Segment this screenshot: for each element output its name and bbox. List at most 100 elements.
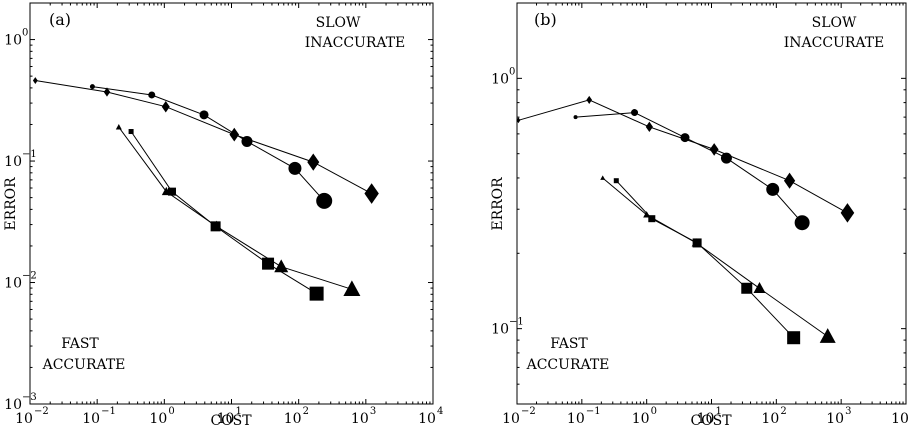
circle-marker xyxy=(631,109,639,117)
circle-marker xyxy=(241,135,253,147)
diamond-marker xyxy=(516,117,521,124)
inaccurate-annotation: INACCURATE xyxy=(305,35,406,51)
triangle-marker xyxy=(115,124,122,130)
square-marker xyxy=(128,129,134,135)
circle-series-line xyxy=(575,112,803,224)
x-tick-label-exponent: −2 xyxy=(34,406,49,417)
diamond-marker xyxy=(103,87,111,97)
x-tick-label-exponent: 3 xyxy=(845,406,851,417)
y-tick-label: 10 xyxy=(4,397,22,413)
x-tick-label: 10 xyxy=(891,411,909,427)
y-tick-label: 10 xyxy=(491,322,509,338)
x-tick-label: 10 xyxy=(217,411,235,427)
triangle-marker xyxy=(343,280,361,296)
circle-marker xyxy=(199,110,209,120)
x-tick-label-exponent: 2 xyxy=(780,406,786,417)
accurate-annotation: ACCURATE xyxy=(42,357,126,373)
slow-annotation: SLOW xyxy=(316,15,361,31)
diamond-marker xyxy=(709,143,719,156)
diamond-series-line xyxy=(518,99,848,214)
y-axis-label: ERROR xyxy=(3,177,19,231)
panel-label: (a) xyxy=(49,10,71,29)
x-tick-label: 10 xyxy=(761,411,779,427)
inaccurate-annotation: INACCURATE xyxy=(784,35,885,51)
triangle-marker xyxy=(274,259,289,273)
y-tick-label-exponent: 0 xyxy=(509,66,515,77)
y-tick-label-exponent: −2 xyxy=(22,271,37,282)
x-tick-label-exponent: −1 xyxy=(101,406,116,417)
x-tick-label: 10 xyxy=(502,411,520,427)
square-marker xyxy=(692,238,702,248)
diamond-marker xyxy=(645,121,653,133)
x-tick-label: 10 xyxy=(15,411,33,427)
triangle-series-line xyxy=(118,126,353,290)
panel-label: (b) xyxy=(534,10,557,29)
x-tick-label: 10 xyxy=(697,411,715,427)
y-tick-label: 10 xyxy=(4,154,22,170)
y-axis-label: ERROR xyxy=(490,177,506,231)
x-tick-label: 10 xyxy=(632,411,650,427)
x-tick-label: 10 xyxy=(418,411,436,427)
y-tick-label-exponent: −1 xyxy=(509,317,524,328)
x-tick-label: 10 xyxy=(149,411,167,427)
triangle-marker xyxy=(753,281,766,293)
diamond-marker xyxy=(783,172,796,189)
x-tick-label-exponent: −2 xyxy=(521,406,536,417)
axis-ticks: 10 −2 10 −1 10 0 10 1 10 2 10 3 10 410 −310 −210 −110 0 xyxy=(4,2,443,427)
diamond-series-line xyxy=(35,80,372,195)
y-tick-label-exponent: −3 xyxy=(22,392,37,403)
triangle-marker xyxy=(600,175,606,180)
x-tick-label: 10 xyxy=(826,411,844,427)
x-tick-label-exponent: 0 xyxy=(168,406,174,417)
y-tick-label: 10 xyxy=(4,33,22,49)
circle-marker xyxy=(720,152,732,164)
diamond-marker xyxy=(586,95,593,104)
circle-marker xyxy=(680,133,690,143)
x-tick-label: 10 xyxy=(284,411,302,427)
circle-marker xyxy=(288,161,302,175)
diamond-marker xyxy=(161,100,170,113)
y-tick-label-exponent: 0 xyxy=(22,28,28,39)
diamond-marker xyxy=(307,153,320,171)
square-marker xyxy=(167,187,176,196)
x-tick-label: 10 xyxy=(82,411,100,427)
series-markers xyxy=(32,77,379,301)
y-tick-label: 10 xyxy=(491,71,509,87)
diamond-marker xyxy=(364,183,379,204)
y-tick-label-exponent: −1 xyxy=(22,149,37,160)
circle-marker xyxy=(316,192,333,209)
triangle-marker xyxy=(819,328,836,343)
circle-marker xyxy=(573,115,578,120)
fast-annotation: FAST xyxy=(61,336,99,352)
series-markers xyxy=(516,95,855,345)
slow-annotation: SLOW xyxy=(812,15,857,31)
x-tick-label-exponent: 1 xyxy=(236,406,242,417)
panel-b: (b) SLOW INACCURATE FAST ACCURATE COST E… xyxy=(490,2,909,429)
square-marker xyxy=(741,282,753,294)
x-axis-label: COST xyxy=(210,413,252,429)
square-marker xyxy=(787,331,801,345)
x-tick-label-exponent: 1 xyxy=(716,406,722,417)
diamond-marker xyxy=(840,203,855,223)
x-axis-label: COST xyxy=(690,413,732,429)
x-tick-label: 10 xyxy=(567,411,585,427)
fast-annotation: FAST xyxy=(550,336,588,352)
x-tick-label: 10 xyxy=(351,411,369,427)
x-tick-label-exponent: −1 xyxy=(586,406,601,417)
circle-marker xyxy=(794,215,810,231)
circle-marker xyxy=(766,182,780,196)
x-tick-label-exponent: 0 xyxy=(651,406,657,417)
square-marker xyxy=(309,286,324,301)
x-tick-label-exponent: 2 xyxy=(303,406,309,417)
panel-a: (a) SLOW INACCURATE FAST ACCURATE COST E… xyxy=(3,2,443,429)
square-series-line xyxy=(615,180,795,339)
circle-series-line xyxy=(92,86,325,202)
square-marker xyxy=(262,257,275,270)
square-marker xyxy=(648,215,656,223)
circle-marker xyxy=(89,84,95,90)
x-tick-label-exponent: 3 xyxy=(370,406,376,417)
diamond-marker xyxy=(229,127,240,142)
x-tick-label-exponent: 4 xyxy=(437,406,443,417)
